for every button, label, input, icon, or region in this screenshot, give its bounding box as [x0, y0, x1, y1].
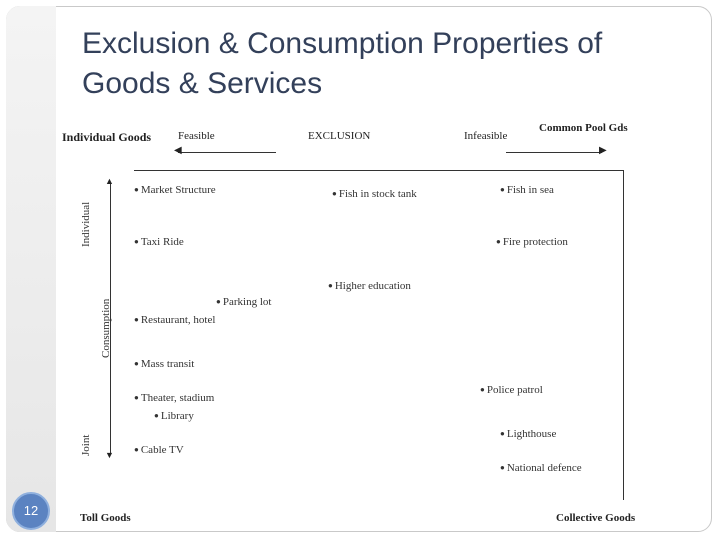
exclusion-axis-label: EXCLUSION: [308, 130, 371, 142]
item-fire-protection: Fire protection: [496, 236, 568, 248]
label-toll-goods: Toll Goods: [80, 512, 131, 524]
item-fish-in-stock-tank: Fish in stock tank: [332, 188, 417, 200]
item-lighthouse: Lighthouse: [500, 428, 557, 440]
slide-title: Exclusion & Consumption Properties of Go…: [82, 24, 702, 104]
diagram-top-line: [134, 170, 624, 171]
item-taxi-ride: Taxi Ride: [134, 236, 184, 248]
item-restaurant-hotel: Restaurant, hotel: [134, 314, 216, 326]
title-line-1: Exclusion & Consumption Properties of: [82, 27, 603, 60]
exclusion-consumption-diagram: Individual Goods Common Pool Gds Toll Go…: [58, 114, 648, 526]
exclusion-infeasible-label: Infeasible: [464, 130, 508, 142]
diagram-right-line: [623, 170, 624, 500]
item-theater-stadium: Theater, stadium: [134, 392, 214, 404]
item-mass-transit: Mass transit: [134, 358, 194, 370]
item-library: Library: [154, 410, 194, 422]
item-cable-tv: Cable TV: [134, 444, 184, 456]
consumption-joint-label: Joint: [80, 434, 92, 456]
exclusion-right-arrowhead-icon: ▶: [599, 145, 607, 156]
label-common-pool-goods: Common Pool Gds: [539, 122, 628, 134]
exclusion-feasible-label: Feasible: [178, 130, 215, 142]
page-number-badge: 12: [12, 492, 50, 530]
exclusion-left-arrowhead-icon: ◀: [174, 145, 182, 156]
consumption-up-arrowhead-icon: ▲: [105, 176, 114, 186]
label-collective-goods: Collective Goods: [556, 512, 636, 524]
item-police-patrol: Police patrol: [480, 384, 543, 396]
title-line-2: Goods & Services: [82, 67, 323, 100]
item-parking-lot: Parking lot: [216, 296, 272, 308]
item-national-defence: National defence: [500, 462, 582, 474]
exclusion-right-arrow: [506, 152, 602, 153]
consumption-axis-label: Consumption: [100, 298, 112, 358]
slide-side-bar: [6, 6, 56, 532]
item-higher-education: Higher education: [328, 280, 411, 292]
consumption-individual-label: Individual: [80, 201, 92, 247]
label-individual-goods: Individual Goods: [62, 130, 152, 144]
exclusion-left-arrow: [178, 152, 276, 153]
item-fish-in-sea: Fish in sea: [500, 184, 554, 196]
consumption-down-arrowhead-icon: ▼: [105, 450, 114, 460]
item-market-structure: Market Structure: [134, 184, 216, 196]
consumption-axis-line: [110, 182, 111, 454]
